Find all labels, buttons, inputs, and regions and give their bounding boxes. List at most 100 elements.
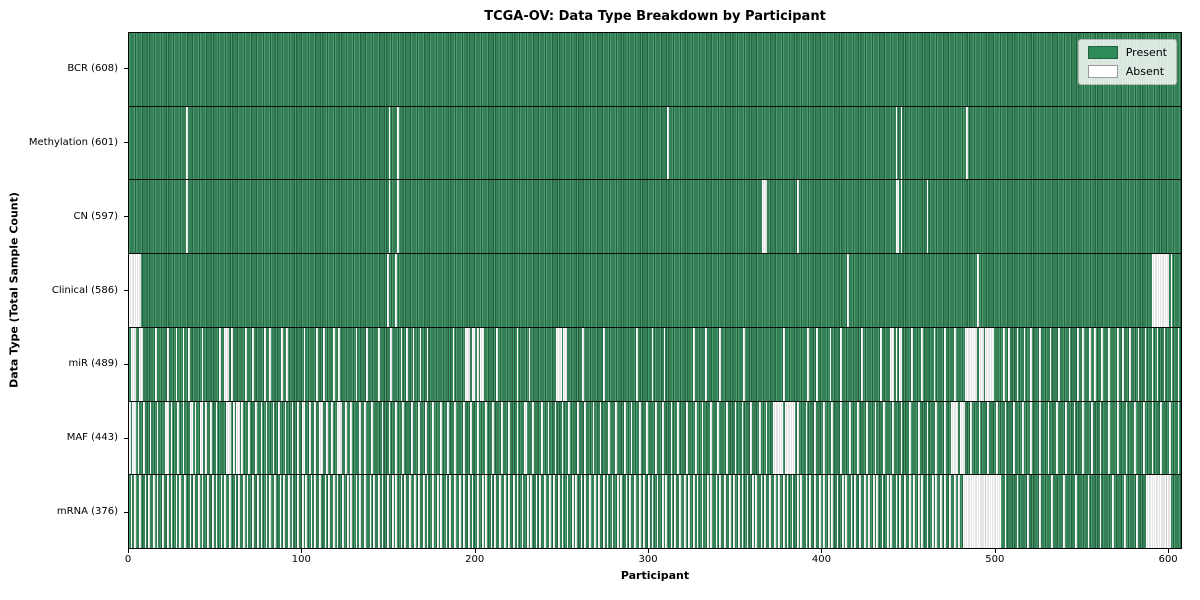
row-mrna — [129, 474, 1181, 549]
absent-mark — [206, 475, 209, 549]
absent-mark — [710, 475, 713, 549]
absent-mark — [549, 475, 552, 549]
absent-mark — [490, 475, 493, 549]
absent-mark — [154, 327, 157, 401]
absent-mark — [1056, 401, 1059, 475]
absent-mark — [286, 327, 289, 401]
absent-mark — [338, 327, 341, 401]
absent-mark — [405, 327, 408, 401]
absent-mark — [950, 401, 958, 475]
absent-mark — [646, 401, 649, 475]
plot-area: Present Absent — [128, 32, 1182, 549]
absent-mark — [784, 401, 796, 475]
absent-mark — [667, 106, 669, 180]
absent-mark — [1108, 401, 1111, 475]
absent-mark — [892, 401, 894, 475]
absent-mark — [898, 327, 903, 401]
absent-mark — [476, 401, 479, 475]
absent-mark — [1063, 475, 1066, 549]
absent-mark — [921, 327, 924, 401]
absent-mark — [291, 401, 294, 475]
absent-mark — [670, 475, 673, 549]
absent-mark — [1170, 254, 1173, 327]
absent-mark — [189, 475, 192, 549]
absent-mark — [931, 475, 934, 549]
absent-mark — [315, 327, 318, 401]
absent-mark — [130, 475, 133, 549]
absent-mark — [288, 475, 290, 549]
y-tick-mark — [124, 142, 128, 144]
absent-mark — [1170, 327, 1173, 401]
absent-mark — [866, 401, 868, 475]
absent-mark — [978, 327, 984, 401]
absent-mark — [400, 475, 403, 549]
absent-mark — [701, 401, 704, 475]
absent-mark — [959, 401, 965, 475]
absent-mark — [333, 327, 335, 401]
absent-mark — [741, 475, 744, 549]
absent-mark — [796, 475, 799, 549]
absent-mark — [1134, 401, 1136, 475]
absent-mark — [345, 401, 347, 475]
absent-mark — [182, 401, 185, 475]
absent-mark — [1156, 327, 1159, 401]
absent-mark — [1177, 327, 1180, 401]
absent-mark — [630, 401, 633, 475]
absent-mark — [755, 475, 758, 549]
absent-mark — [876, 475, 879, 549]
absent-mark — [1049, 327, 1052, 401]
x-tick-label: 0 — [124, 554, 132, 565]
absent-mark — [431, 401, 434, 475]
absent-mark — [156, 401, 159, 475]
absent-mark — [943, 327, 946, 401]
absent-mark — [661, 475, 664, 549]
absent-mark — [603, 327, 605, 401]
absent-mark — [857, 401, 860, 475]
absent-mark — [263, 327, 266, 401]
absent-mark — [909, 401, 912, 475]
absent-mark — [459, 475, 462, 549]
absent-mark — [244, 327, 247, 401]
absent-mark — [397, 106, 399, 180]
absent-mark — [417, 401, 420, 475]
absent-mark — [388, 180, 391, 254]
absent-mark — [969, 401, 972, 475]
absent-mark — [347, 475, 349, 549]
absent-mark — [251, 475, 254, 549]
absent-mark — [469, 401, 472, 475]
absent-mark — [1151, 327, 1154, 401]
absent-mark — [791, 475, 794, 549]
absent-mark — [414, 475, 417, 549]
absent-mark — [918, 401, 920, 475]
y-tick-mark — [124, 68, 128, 70]
absent-mark — [807, 327, 809, 401]
absent-mark — [883, 401, 886, 475]
absent-mark — [814, 475, 816, 549]
absent-mark — [987, 401, 989, 475]
absent-mark — [319, 401, 323, 475]
absent-mark — [663, 327, 666, 401]
absent-mark — [805, 475, 808, 549]
absent-mark — [847, 254, 849, 327]
absent-mark — [1116, 327, 1119, 401]
absent-mark — [554, 401, 557, 475]
absent-mark — [943, 475, 946, 549]
x-tick-mark — [301, 549, 303, 553]
absent-mark — [1091, 401, 1093, 475]
absent-mark — [629, 475, 631, 549]
row-clinical — [129, 253, 1181, 327]
absent-mark — [1068, 327, 1071, 401]
absent-mark — [1039, 401, 1041, 475]
absent-mark — [544, 475, 546, 549]
legend: Present Absent — [1077, 39, 1177, 85]
row-cn — [129, 179, 1181, 254]
absent-mark — [620, 475, 623, 549]
absent-mark — [706, 475, 709, 549]
absent-mark — [386, 254, 389, 327]
absent-mark — [400, 327, 403, 401]
x-tick-mark — [474, 549, 476, 553]
absent-mark — [611, 475, 614, 549]
absent-mark — [985, 327, 995, 401]
absent-mark — [589, 475, 591, 549]
absent-mark — [686, 401, 688, 475]
